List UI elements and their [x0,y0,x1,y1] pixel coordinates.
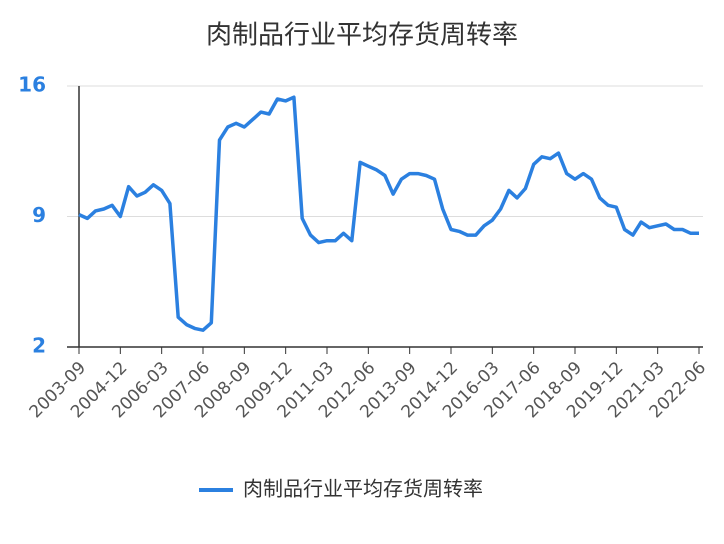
y-tick-label: 2 [32,334,46,358]
line-series [78,95,699,332]
y-tick-label: 9 [32,203,46,227]
chart-title: 肉制品行业平均存货周转率 [206,21,518,51]
legend-label: 肉制品行业平均存货周转率 [243,477,483,501]
y-tick-label: 16 [18,73,46,97]
